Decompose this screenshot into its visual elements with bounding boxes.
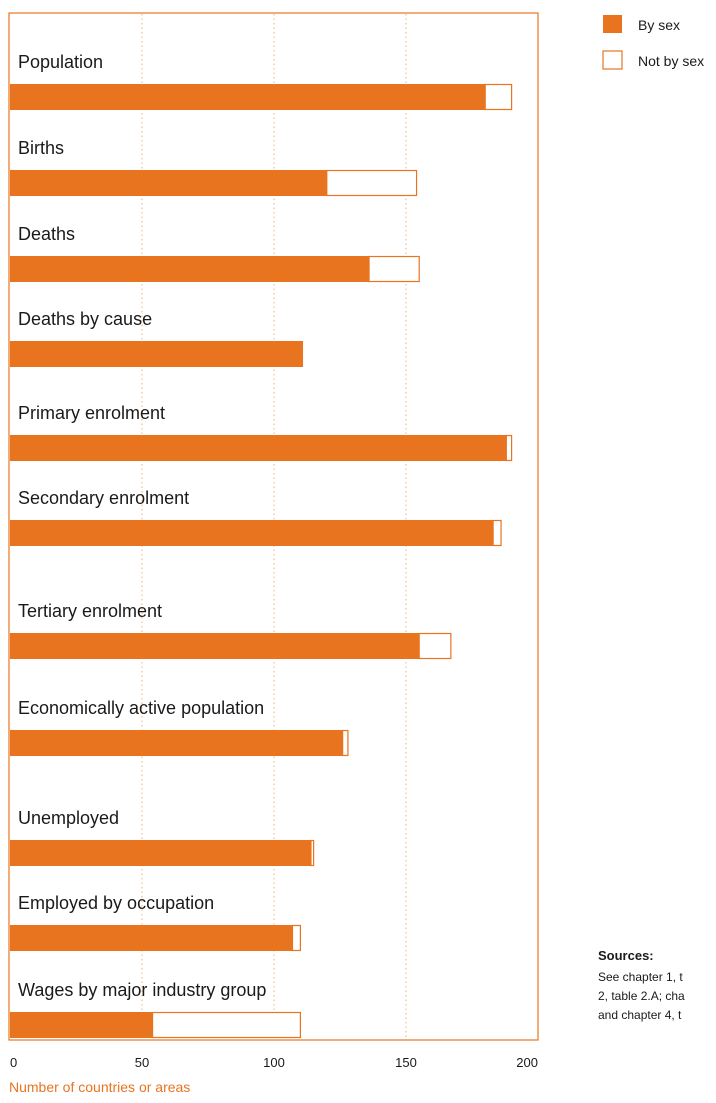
x-tick-label: 0 <box>10 1055 17 1070</box>
category-label: Employed by occupation <box>18 893 214 913</box>
bars <box>10 83 513 1039</box>
sources: Sources: See chapter 1, t 2, table 2.A; … <box>598 948 685 1022</box>
x-tick-label: 50 <box>135 1055 149 1070</box>
category-labels: Population Births Deaths Deaths by cause Pri… <box>18 52 266 1000</box>
bar-not-by-sex <box>310 839 315 867</box>
bar-by-sex <box>10 520 494 546</box>
bar-not-by-sex <box>342 729 349 757</box>
x-tick-label: 100 <box>263 1055 285 1070</box>
x-axis-title: Number of countries or areas <box>9 1079 190 1095</box>
bar-by-sex <box>10 1012 153 1038</box>
bar-by-sex <box>10 341 304 367</box>
bar-by-sex <box>10 170 327 196</box>
bar-by-sex <box>10 925 293 951</box>
category-label: Wages by major industry group <box>18 980 266 1000</box>
bar-by-sex <box>10 730 343 756</box>
legend-swatch-not-by-sex <box>602 50 623 70</box>
bar-not-by-sex <box>368 255 420 283</box>
bar-not-by-sex <box>484 83 513 111</box>
plot-frame <box>8 12 539 1041</box>
bar-not-by-sex <box>492 519 502 547</box>
legend-label-not-by-sex: Not by sex <box>638 53 704 69</box>
x-axis-ticks: 0 50 100 150 200 <box>10 1055 538 1070</box>
x-tick-label: 200 <box>516 1055 538 1070</box>
legend-swatch-by-sex <box>603 15 622 33</box>
bar-by-sex <box>10 840 311 866</box>
bar-by-sex <box>10 435 507 461</box>
sources-title: Sources: <box>598 948 654 963</box>
legend: By sex Not by sex <box>602 15 704 70</box>
category-label: Primary enrolment <box>18 403 165 423</box>
sources-line-3: and chapter 4, t <box>598 1008 682 1022</box>
category-label: Births <box>18 138 64 158</box>
bar-not-by-sex <box>151 1011 301 1039</box>
bar-not-by-sex <box>326 169 418 197</box>
category-label: Population <box>18 52 103 72</box>
category-label: Deaths <box>18 224 75 244</box>
bar-not-by-sex <box>291 924 302 952</box>
bar-not-by-sex <box>418 632 452 660</box>
bar-by-sex <box>10 84 486 110</box>
legend-label-by-sex: By sex <box>638 17 680 33</box>
category-label: Economically active population <box>18 698 264 718</box>
bar-not-by-sex <box>505 434 513 462</box>
sources-line-2: 2, table 2.A; cha <box>598 989 685 1003</box>
category-label: Secondary enrolment <box>18 488 189 508</box>
category-label: Unemployed <box>18 808 119 828</box>
sources-line-1: See chapter 1, t <box>598 970 683 984</box>
bar-by-sex <box>10 256 370 282</box>
category-label: Tertiary enrolment <box>18 601 162 621</box>
bar-by-sex <box>10 633 420 659</box>
x-tick-label: 150 <box>395 1055 417 1070</box>
category-label: Deaths by cause <box>18 309 152 329</box>
